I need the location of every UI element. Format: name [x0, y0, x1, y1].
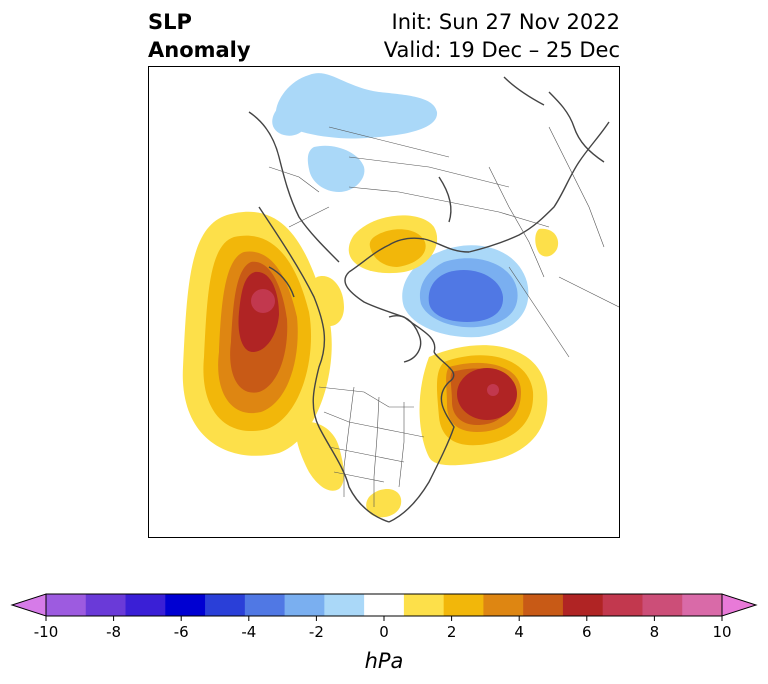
western-us-high-anomaly	[296, 276, 344, 491]
coastlines	[248, 76, 610, 523]
colorbar-segments	[10, 593, 758, 617]
colorbar-tick-label: 8	[650, 623, 660, 641]
slp-anomaly-map	[182, 73, 619, 523]
colorbar-unit-label: hPa	[365, 649, 404, 673]
title-line-anomaly: Anomaly	[148, 38, 251, 62]
colorbar-segment	[125, 594, 166, 616]
colorbar-extend-max	[721, 593, 758, 617]
colorbar: -10 -8 -6 -4 -2 0 2 4 6 8 10 hPa	[0, 580, 768, 680]
colorbar-segment	[562, 594, 604, 616]
colorbar-segment	[165, 594, 206, 616]
colorbar-svg: -10 -8 -6 -4 -2 0 2 4 6 8 10 hPa	[10, 593, 758, 673]
colorbar-segment	[364, 594, 405, 616]
colorbar-segment	[284, 594, 325, 616]
colorbar-segment	[523, 594, 564, 616]
valid-date: Valid: 19 Dec – 25 Dec	[383, 38, 620, 62]
gulf-of-mexico-high-anomaly	[366, 488, 402, 518]
north-pacific-high-anomaly	[182, 211, 332, 456]
colorbar-segment	[602, 594, 643, 616]
colorbar-tick-label: -2	[309, 623, 324, 641]
colorbar-segment	[483, 594, 524, 616]
title-line-slp: SLP	[148, 10, 192, 34]
east-siberia-high-anomaly	[348, 215, 559, 274]
colorbar-tick-label: -10	[34, 623, 59, 641]
colorbar-ticks: -10 -8 -6 -4 -2 0 2 4 6 8 10	[34, 616, 732, 641]
political-borders	[268, 126, 619, 507]
colorbar-tick-label: -6	[174, 623, 189, 641]
chart-title: SLP Anomaly	[148, 8, 251, 64]
colorbar-segment	[244, 594, 286, 616]
colorbar-segment	[85, 594, 127, 616]
colorbar-extend-min	[10, 593, 47, 617]
north-atlantic-high-anomaly	[419, 345, 548, 466]
colorbar-segment	[324, 594, 365, 616]
colorbar-tick-label: -8	[106, 623, 121, 641]
colorbar-tick-label: -4	[241, 623, 256, 641]
colorbar-tick-label: 10	[712, 623, 731, 641]
colorbar-tick-label: 6	[582, 623, 592, 641]
colorbar-segment	[682, 594, 723, 616]
colorbar-segment	[205, 594, 246, 616]
map-panel	[148, 66, 620, 538]
colorbar-segment	[46, 594, 87, 616]
barents-kara-low-anomaly	[402, 245, 529, 338]
colorbar-tick-label: 0	[379, 623, 389, 641]
init-date: Init: Sun 27 Nov 2022	[391, 10, 620, 34]
date-info: Init: Sun 27 Nov 2022 Valid: 19 Dec – 25…	[384, 8, 620, 64]
colorbar-segment	[443, 594, 484, 616]
colorbar-segment	[642, 594, 683, 616]
colorbar-tick-label: 2	[447, 623, 457, 641]
colorbar-tick-label: 4	[514, 623, 524, 641]
russia-low-anomaly	[272, 73, 438, 192]
colorbar-segment	[403, 594, 445, 616]
